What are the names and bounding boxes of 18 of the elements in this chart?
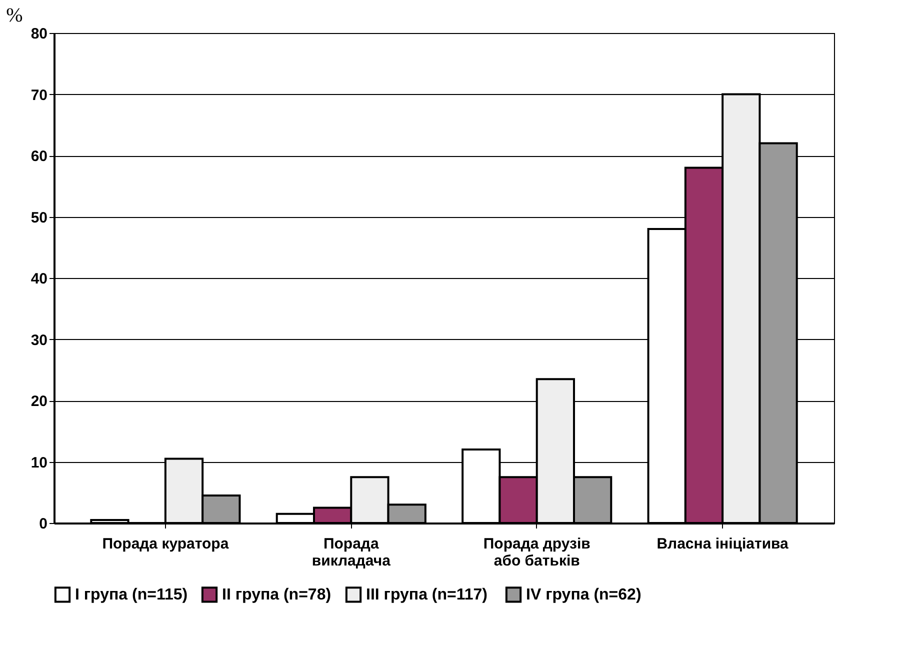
x-tick-label: Порада куратора — [102, 536, 230, 552]
y-tick-label: 80 — [30, 26, 48, 42]
y-tick-label: 70 — [30, 86, 48, 104]
legend-label: III група (n=117) — [366, 586, 488, 604]
legend-label: IV група (n=62) — [526, 586, 642, 604]
x-tick-label: Порада друзів або батьків — [483, 536, 590, 570]
y-tick-label: 40 — [30, 270, 48, 288]
y-tick-label: 10 — [30, 454, 48, 472]
x-tick-label: Порада викладача — [312, 536, 392, 570]
y-tick-label: 20 — [30, 393, 48, 410]
y-tick-label: 60 — [30, 148, 48, 165]
y-tick-label: 30 — [30, 332, 48, 349]
x-tick-label: Власна ініціатива — [656, 536, 790, 552]
y-axis-title: % — [6, 4, 23, 26]
legend-label: I група (n=115) — [75, 586, 188, 604]
y-tick-label: 50 — [30, 209, 48, 226]
y-tick-label: 0 — [39, 516, 48, 532]
legend-label: II група (n=78) — [222, 586, 332, 604]
